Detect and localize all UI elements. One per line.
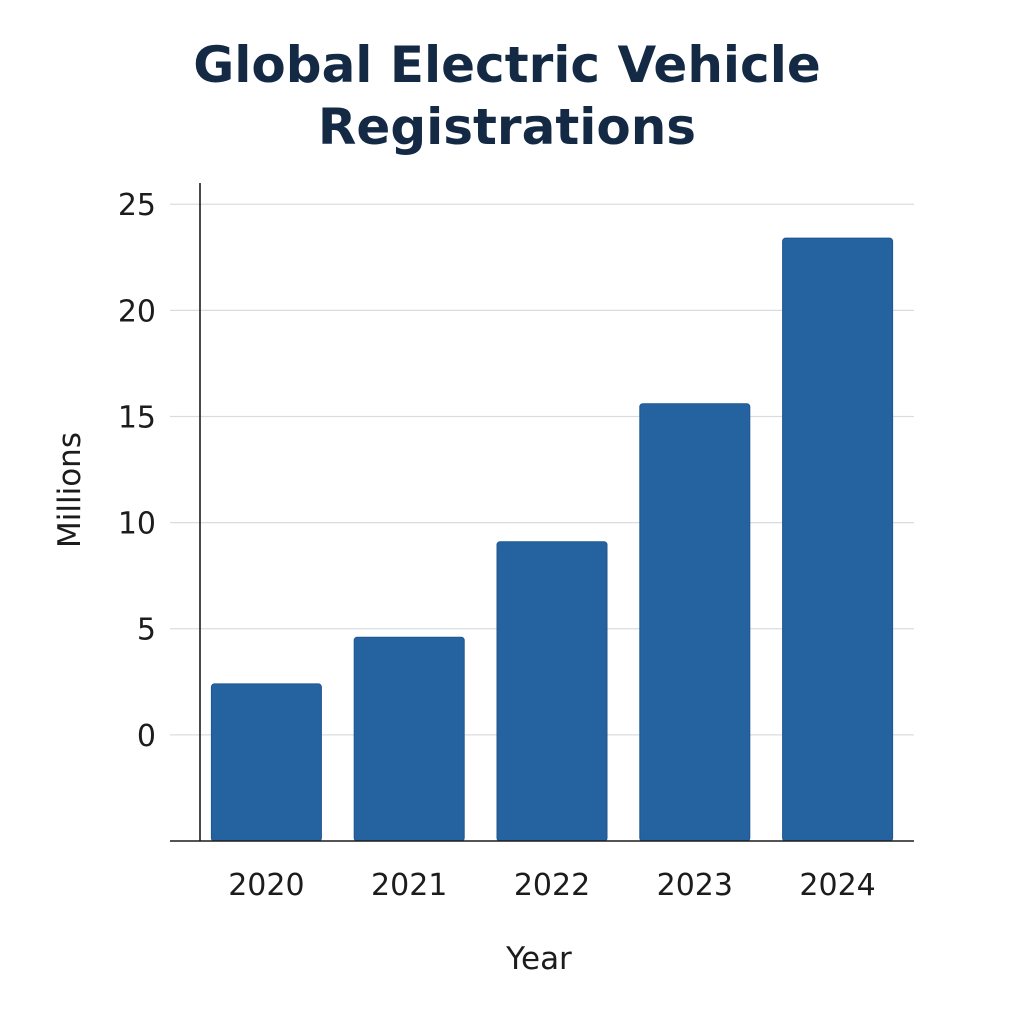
y-tick-labels: 0 5 10 15 20 25 [118, 188, 156, 754]
axes [170, 183, 914, 842]
x-tick-label-2024: 2024 [799, 868, 875, 903]
x-tick-label-2020: 2020 [228, 868, 304, 903]
y-axis-title: Millions [52, 432, 88, 548]
bars [210, 237, 894, 842]
chart-title: Global Electric Vehicle Registrations [193, 36, 821, 156]
y-tick-label-0: 0 [137, 719, 156, 754]
x-tick-label-2022: 2022 [514, 868, 590, 903]
bar-2022 [496, 541, 608, 842]
y-tick-label-20: 20 [118, 294, 156, 329]
y-tick-label-5: 5 [137, 613, 156, 648]
x-tick-labels: 2020 2021 2022 2023 2024 [228, 868, 876, 903]
bar-2021 [353, 636, 465, 842]
y-tick-label-15: 15 [118, 400, 156, 435]
bar-2024 [782, 237, 894, 842]
x-axis-title: Year [505, 941, 572, 977]
x-tick-label-2021: 2021 [371, 868, 447, 903]
bar-2020 [210, 683, 322, 842]
bar-2023 [639, 403, 751, 842]
y-tick-label-25: 25 [118, 188, 156, 223]
x-tick-label-2023: 2023 [657, 868, 733, 903]
y-tick-label-10: 10 [118, 507, 156, 542]
